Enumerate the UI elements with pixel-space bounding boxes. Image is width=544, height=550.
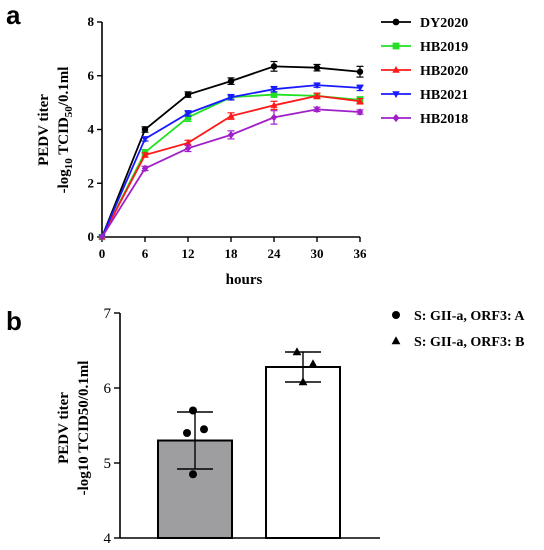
data-point-HB2018 [313,105,321,114]
legend-marker-HB2021 [392,91,400,99]
data-point-DY2020 [227,77,235,85]
axes-a [101,22,360,238]
data-point-HB2018 [98,233,106,241]
data-point-HB2021 [313,82,321,89]
data-point-HB2020 [356,97,364,104]
y-axis-label-b-line2: -log10 TCID50/0.1ml [76,361,92,496]
data-point-HB2018 [141,164,149,173]
x-tick-label-a: 12 [182,246,195,261]
legend-label-DY2020: DY2020 [420,16,468,31]
legend-marker-b-2 [391,336,401,345]
data-point-HB2020 [184,139,192,146]
data-point-HB2020 [141,151,149,158]
legend-marker-b-1 [392,311,400,319]
data-point-DY2020 [313,64,321,71]
data-point-HB2019 [270,91,278,98]
series-HB2018 [98,105,364,241]
y-tick-label-a: 0 [88,229,95,244]
x-tick-label-a: 0 [99,246,106,261]
replicate-point-2 [298,377,308,386]
data-point-HB2018 [270,113,278,122]
bars-b [157,366,341,539]
data-point-HB2021 [227,94,235,102]
legend-label-HB2018: HB2018 [420,112,468,127]
y-tick-label-b: 5 [104,456,112,472]
series-line-DY2020 [101,65,361,238]
series-line-HB2018 [101,108,361,238]
legend-label-HB2019: HB2019 [420,40,468,55]
data-point-HB2021 [356,85,364,92]
data-point-DY2020 [270,63,278,70]
data-point-HB2019 [184,114,192,121]
replicate-point-2 [292,347,302,356]
data-point-DY2020 [356,68,364,75]
series-a [98,60,364,241]
legend-marker-HB2018 [392,113,400,123]
replicate-point-1 [200,425,208,434]
legend-marker-HB2019 [392,42,400,50]
y-tick-label-a: 8 [88,14,95,29]
series-HB2021 [98,82,364,241]
points-b [177,347,321,479]
replicate-point-1 [189,470,197,479]
data-point-HB2021 [184,110,192,118]
series-DY2020 [98,60,364,241]
y-axis-label-a-line2: -log10 TCID50/0.1ml [56,67,75,194]
legend-marker-HB2020 [392,65,400,73]
data-point-HB2018 [227,131,235,139]
data-point-HB2018 [356,108,364,116]
x-axis-label-a: hours [226,272,263,288]
legend-b: S: GII-a, ORF3: A S: GII-a, ORF3: B [391,309,525,350]
y-axis-label-b-line1: PEDV titer [56,392,72,464]
x-tick-label-a: 6 [142,246,149,261]
data-point-HB2018 [184,144,192,153]
replicate-point-1 [189,406,197,415]
y-tick-label-a: 6 [88,68,95,83]
y-tick-label-a: 2 [88,175,95,190]
y-tick-label-b: 7 [104,306,112,322]
legend-label-HB2021: HB2021 [420,88,468,103]
y-axis-label-b: PEDV titer -log10 TCID50/0.1ml [56,361,92,496]
legend-label-b-2: S: GII-a, ORF3: B [414,335,524,350]
replicate-point-2 [308,359,318,368]
legend-label-HB2020: HB2020 [420,64,468,79]
legend-marker-DY2020 [392,18,400,26]
y-tick-label-a: 4 [88,122,95,137]
y-tick-label-b: 6 [104,381,112,397]
x-tick-label-a: 24 [268,246,282,261]
data-point-DY2020 [141,126,149,133]
x-tick-label-a: 30 [311,246,324,261]
legend-a: DY2020 HB2019 HB2020 HB2021 HB2018 [381,16,468,127]
data-point-HB2020 [313,92,321,99]
x-tick-label-a: 18 [225,246,239,261]
y-tick-label-b: 4 [104,531,112,547]
x-tick-label-a: 36 [354,246,368,261]
y-axis-label-a: PEDV titer -log10 TCID50/0.1ml [36,67,75,194]
panel-a-label: a [6,0,21,30]
legend-label-b-1: S: GII-a, ORF3: A [414,309,525,324]
data-point-HB2021 [270,86,278,94]
data-point-HB2020 [270,101,278,108]
bar-2 [265,366,341,539]
data-point-HB2021 [141,136,149,143]
replicate-point-1 [183,429,191,437]
axes-b: 4 5 6 7 [104,306,380,547]
y-axis-label-a-line1: PEDV titer [36,94,52,166]
data-point-DY2020 [184,91,192,98]
panel-b-label: b [6,306,22,336]
data-point-HB2020 [227,112,235,119]
